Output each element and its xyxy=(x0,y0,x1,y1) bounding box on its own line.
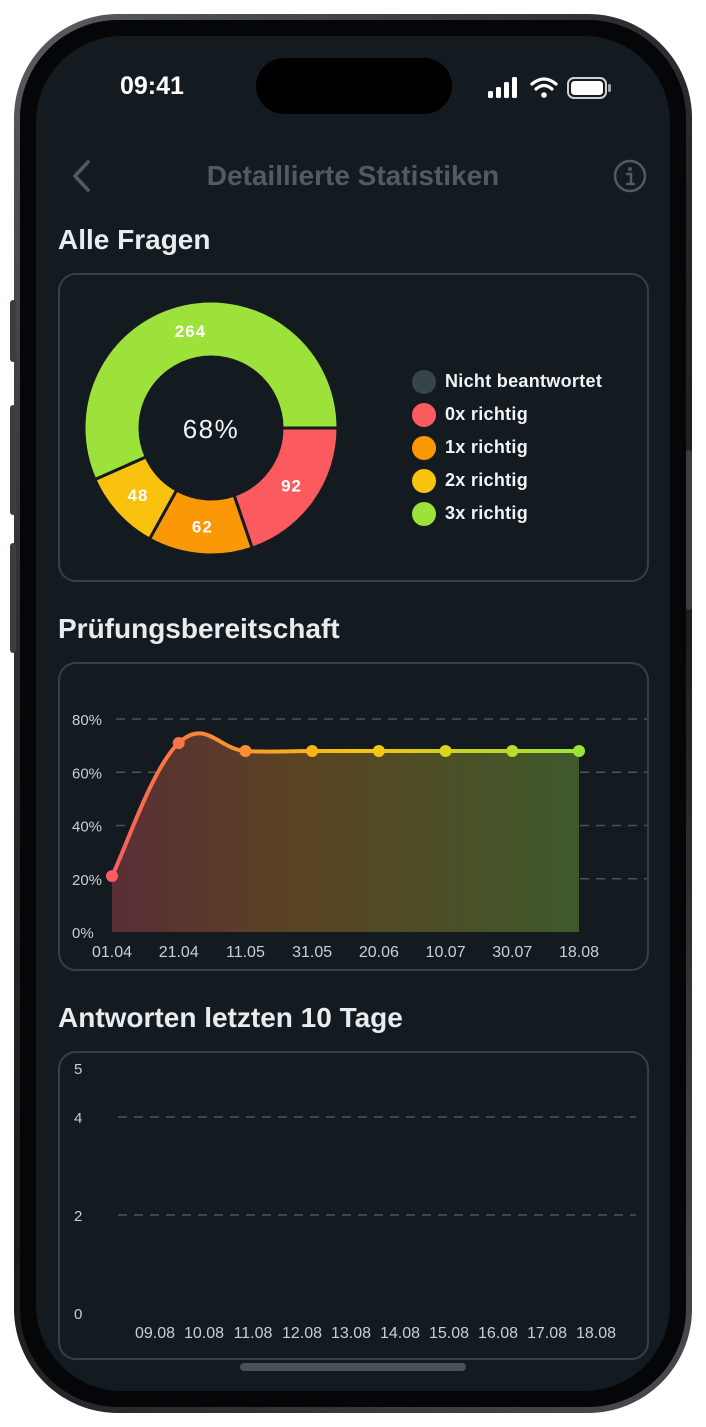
legend-swatch xyxy=(412,402,436,427)
x-tick-label: 11.08 xyxy=(234,1325,273,1342)
legend-label: 1x richtig xyxy=(445,437,529,457)
wifi-icon xyxy=(530,77,558,98)
silent-switch xyxy=(10,300,16,362)
answers-chart-card: 0 2 4 5 09.08 10.08 11.08 12.08 13.08 14.08 15.08 1… xyxy=(58,1051,649,1360)
pie-slice-3x-richtig xyxy=(82,299,340,482)
data-point xyxy=(239,744,252,757)
legend-label: 2x richtig xyxy=(445,470,529,490)
section-title-all-questions: Alle Fragen xyxy=(58,224,211,255)
x-tick-label: 11.05 xyxy=(226,944,265,961)
pie-center-label: 68% xyxy=(183,414,240,444)
y-tick-label: 80% xyxy=(72,712,102,729)
x-tick-label: 20.06 xyxy=(359,944,399,961)
x-tick-label: 09.08 xyxy=(135,1325,175,1342)
pie-chart: 92 62 48 264 68% xyxy=(82,299,340,557)
data-point xyxy=(172,736,185,749)
back-button[interactable] xyxy=(70,158,94,199)
legend-item-2x-richtig: 2x richtig xyxy=(412,464,602,497)
data-point xyxy=(573,744,585,757)
dynamic-island xyxy=(256,58,452,114)
y-tick-label: 20% xyxy=(72,872,102,889)
section-title-readiness: Prüfungsbereitschaft xyxy=(58,613,340,644)
info-button[interactable] xyxy=(612,158,648,199)
data-point xyxy=(372,744,385,757)
y-tick-label: 0 xyxy=(74,1306,82,1323)
legend-item-0x-richtig: 0x richtig xyxy=(412,398,602,431)
x-tick-label: 21.04 xyxy=(159,944,199,961)
data-point xyxy=(306,744,319,757)
cellular-signal-icon xyxy=(488,77,517,98)
section-title-answers: Antworten letzten 10 Tage xyxy=(58,1002,403,1033)
y-tick-label: 60% xyxy=(72,765,102,782)
data-point xyxy=(106,870,118,883)
page-title: Detaillierte Statistiken xyxy=(206,160,500,191)
status-icons xyxy=(488,76,638,105)
x-tick-label: 15.08 xyxy=(429,1325,469,1342)
y-tick-label: 0% xyxy=(72,925,94,942)
x-tick-label: 14.08 xyxy=(380,1325,420,1342)
status-time: 09:41 xyxy=(120,72,184,100)
legend-item-nicht-beantwortet: Nicht beantwortet xyxy=(412,365,602,398)
power-button xyxy=(686,450,692,610)
legend-item-3x-richtig: 3x richtig xyxy=(412,497,602,530)
x-tick-label: 30.07 xyxy=(492,944,532,961)
pie-legend: Nicht beantwortet 0x richtig 1x richtig 2x … xyxy=(412,365,602,530)
x-tick-label: 17.08 xyxy=(527,1325,567,1342)
legend-label: 3x richtig xyxy=(445,503,529,523)
home-indicator xyxy=(240,1363,466,1371)
readiness-chart: 0% 20% 40% 60% 80% 01.04 21.04 11.05 31.05 20.06 1… xyxy=(72,712,647,961)
pie-chart-card: 92 62 48 264 68% Nicht beantwortet 0x richtig… xyxy=(58,273,649,582)
data-point xyxy=(439,744,452,757)
answers-chart: 0 2 4 5 09.08 10.08 11.08 12.08 13.08 14.08 15.08 1… xyxy=(74,1061,636,1342)
pie-value-label: 92 xyxy=(281,477,302,496)
y-tick-label: 40% xyxy=(72,819,102,836)
y-tick-label: 4 xyxy=(74,1110,82,1127)
x-tick-label: 12.08 xyxy=(282,1325,322,1342)
legend-label: Nicht beantwortet xyxy=(445,371,603,391)
info-icon xyxy=(613,159,647,193)
area-fill xyxy=(112,733,579,932)
volume-down-button xyxy=(10,543,16,653)
legend-label: 0x richtig xyxy=(445,404,529,424)
readiness-chart-card: 0% 20% 40% 60% 80% 01.04 21.04 11.05 31.05 20.06 1… xyxy=(58,662,649,971)
legend-swatch xyxy=(412,501,436,526)
x-tick-label: 18.08 xyxy=(576,1325,616,1342)
legend-swatch xyxy=(412,369,436,394)
x-tick-label: 01.04 xyxy=(92,944,132,961)
pie-value-label: 62 xyxy=(192,518,213,537)
data-point xyxy=(506,744,519,757)
x-tick-label: 18.08 xyxy=(559,944,599,961)
y-tick-label: 5 xyxy=(74,1061,82,1078)
legend-swatch xyxy=(412,435,436,460)
x-tick-label: 31.05 xyxy=(292,944,332,961)
x-tick-label: 13.08 xyxy=(331,1325,371,1342)
chevron-left-icon xyxy=(73,160,90,192)
volume-up-button xyxy=(10,405,16,515)
x-tick-label: 16.08 xyxy=(478,1325,518,1342)
legend-swatch xyxy=(412,468,436,493)
pie-value-label: 48 xyxy=(128,486,149,505)
screen: 09:41 Detaillierte Statis xyxy=(36,36,670,1391)
pie-value-label: 264 xyxy=(175,322,206,341)
y-tick-label: 2 xyxy=(74,1208,82,1225)
legend-item-1x-richtig: 1x richtig xyxy=(412,431,602,464)
x-tick-label: 10.08 xyxy=(184,1325,224,1342)
x-tick-label: 10.07 xyxy=(426,944,466,961)
battery-icon xyxy=(567,77,611,99)
